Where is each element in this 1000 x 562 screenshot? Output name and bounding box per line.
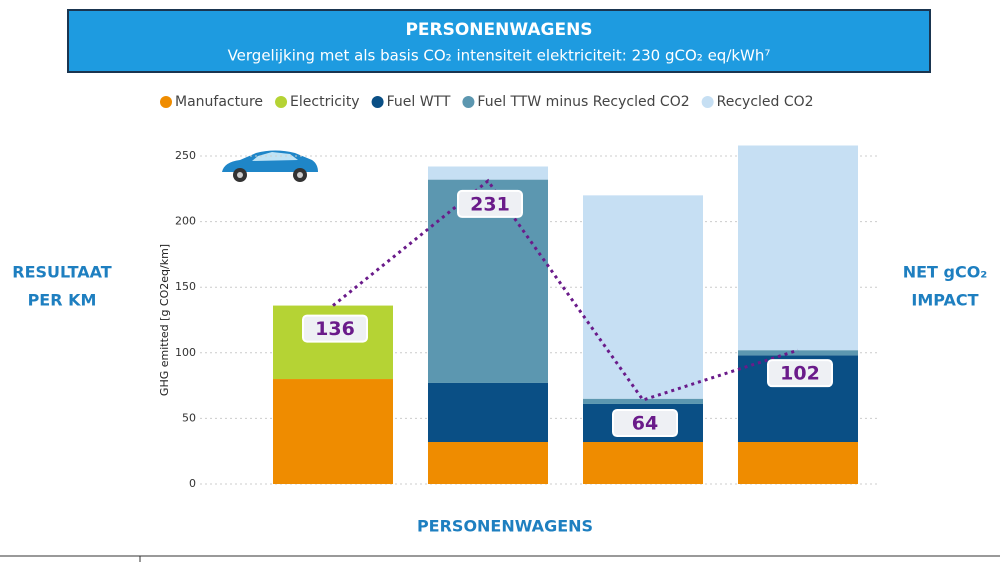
bar-segment: [583, 442, 703, 484]
subtitle: Vergelijking met als basis CO₂ intensite…: [228, 47, 771, 65]
legend-swatch: [462, 96, 475, 108]
title: PERSONENWAGENS: [405, 20, 592, 40]
car-icon: [222, 150, 318, 182]
legend: Manufacture Electricity Fuel WTT Fuel TTW m…: [160, 94, 814, 110]
right-label: IMPACT: [911, 291, 978, 310]
legend-label: Fuel WTT: [387, 94, 451, 110]
bar-segment: [428, 382, 548, 443]
value-label: 102: [780, 363, 820, 385]
value-label-box: [302, 314, 368, 343]
value-label-box: [767, 359, 833, 388]
bar-segment: [428, 166, 548, 180]
legend-swatch: [701, 96, 714, 108]
y-tick-label: 250: [175, 149, 196, 162]
bar-segment: [738, 442, 858, 484]
y-tick-label: 0: [189, 477, 196, 490]
y-tick-label: 50: [182, 411, 196, 424]
legend-swatch: [160, 96, 172, 108]
left-label: PER KM: [28, 291, 97, 310]
left-label: RESULTAAT: [12, 263, 112, 282]
bar-segment: [583, 195, 703, 399]
header-box: [67, 9, 931, 73]
bar-segment: [738, 350, 858, 356]
value-label: 64: [632, 413, 658, 435]
bar-segment: [428, 442, 548, 484]
y-tick-label: 100: [175, 346, 196, 359]
right-label: NET gCO₂: [903, 263, 988, 282]
legend-swatch: [275, 96, 288, 108]
legend-label: Electricity: [290, 94, 360, 110]
value-label-box: [457, 189, 523, 218]
net-line: [332, 178, 799, 402]
bar-segment: [583, 398, 703, 404]
bar-segment: [738, 145, 858, 351]
y-tick-label: 150: [175, 280, 196, 293]
legend-label: Recycled CO2: [717, 94, 814, 110]
y-tick-label: 200: [175, 215, 196, 228]
value-label: 231: [470, 193, 510, 215]
legend-swatch: [371, 96, 384, 108]
legend-label: Fuel TTW minus Recycled CO2: [477, 94, 689, 110]
value-label-box: [612, 409, 678, 438]
x-label: PERSONENWAGENS: [417, 517, 593, 536]
legend-label: Manufacture: [175, 94, 263, 110]
bar-segment: [273, 379, 393, 484]
value-label: 136: [315, 318, 355, 340]
y-label: GHG emitted [g CO2eq/km]: [158, 244, 171, 396]
